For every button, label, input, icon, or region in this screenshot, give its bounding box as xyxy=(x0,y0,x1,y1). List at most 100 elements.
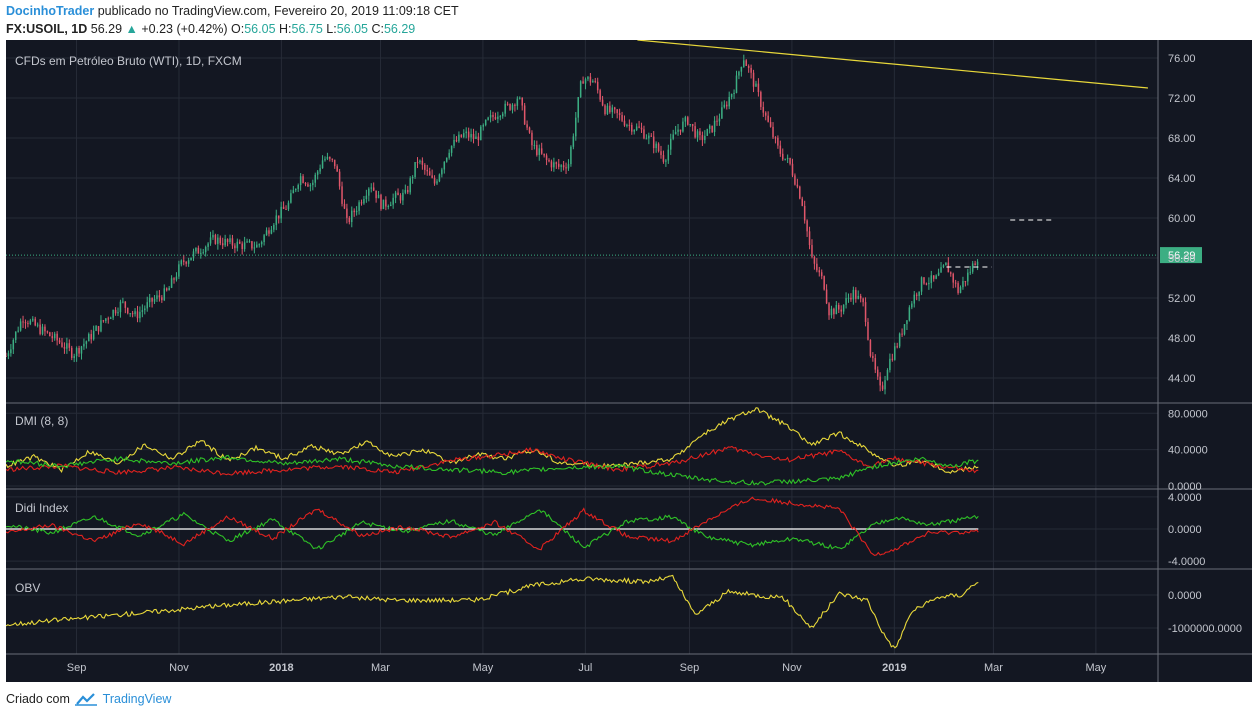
candle-body xyxy=(879,376,881,386)
candle-body xyxy=(903,324,906,335)
candle-body xyxy=(290,193,292,203)
time-axis-label: 2019 xyxy=(882,662,906,674)
candle-body xyxy=(156,295,158,299)
candle-body xyxy=(667,149,670,161)
candle-body xyxy=(202,252,204,254)
candle-body xyxy=(855,289,857,299)
candle-body xyxy=(180,260,183,265)
close-label: C: xyxy=(371,22,384,36)
candle-body xyxy=(699,131,701,136)
candle-body xyxy=(799,186,801,199)
candle-body xyxy=(847,297,850,299)
chart-background xyxy=(6,40,1252,682)
time-axis-label: Sep xyxy=(680,662,700,674)
candle-body xyxy=(628,124,631,126)
candle-body xyxy=(706,128,709,136)
candle-body xyxy=(141,310,144,312)
candle-body xyxy=(187,260,190,264)
candle-body xyxy=(957,283,959,293)
candle-body xyxy=(838,304,840,310)
candle-body xyxy=(894,346,896,360)
candle-body xyxy=(925,283,928,285)
candle-body xyxy=(319,168,321,172)
candle-body xyxy=(321,160,324,169)
candle-body xyxy=(626,124,628,126)
candle-body xyxy=(190,257,192,261)
author-link[interactable]: DocinhoTrader xyxy=(6,4,95,18)
candle-body xyxy=(730,94,733,97)
time-axis-label: Mar xyxy=(984,662,1003,674)
price-tick-label: 48.00 xyxy=(1168,333,1196,345)
candle-body xyxy=(648,135,650,139)
indicator-panes xyxy=(6,40,1252,682)
candle-body xyxy=(368,188,370,196)
candle-body xyxy=(962,281,964,288)
candle-body xyxy=(796,184,799,187)
candle-body xyxy=(538,148,541,155)
candle-body xyxy=(173,278,175,280)
candle-body xyxy=(404,189,407,193)
candle-body xyxy=(441,169,443,175)
candle-body xyxy=(46,331,49,333)
candle-body xyxy=(66,343,68,349)
candle-body xyxy=(163,288,166,301)
candle-body xyxy=(299,176,302,186)
chart-canvas[interactable]: 56.29 Sep Nov 2018 Mar May Jul Sep Nov 2019 Mar Ma… xyxy=(6,40,1252,682)
candle-body xyxy=(316,171,319,175)
candle-body xyxy=(884,380,886,390)
candle-body xyxy=(801,198,803,206)
candle-body xyxy=(370,187,373,189)
candle-body xyxy=(158,295,161,298)
candle-body xyxy=(601,99,604,106)
candle-body xyxy=(124,301,127,308)
candle-body xyxy=(204,246,207,253)
candle-body xyxy=(716,120,718,122)
candle-body xyxy=(557,163,560,167)
candle-body xyxy=(92,330,95,340)
candle-body xyxy=(343,203,346,209)
candle-body xyxy=(51,336,54,339)
indicator-tick-label: 80.0000 xyxy=(1168,408,1208,420)
candle-body xyxy=(489,114,492,118)
candle-body xyxy=(928,282,930,285)
candle-body xyxy=(312,182,314,185)
indicator-series-line xyxy=(6,445,979,476)
candle-body xyxy=(735,75,738,93)
candle-body xyxy=(392,197,394,205)
candle-body xyxy=(377,194,380,199)
high-value: 56.75 xyxy=(291,22,323,36)
candle-body xyxy=(545,155,548,160)
candle-body xyxy=(611,107,614,113)
candle-body xyxy=(531,132,533,146)
candle-body xyxy=(170,278,173,288)
candle-body xyxy=(604,105,606,114)
candle-body xyxy=(536,145,538,155)
candle-body xyxy=(346,208,348,218)
candle-body xyxy=(777,137,779,146)
candle-body xyxy=(83,343,85,347)
candle-body xyxy=(165,288,168,291)
candle-body xyxy=(935,275,937,279)
candle-body xyxy=(336,166,338,172)
candle-body xyxy=(175,276,178,280)
tradingview-link[interactable]: TradingView xyxy=(102,692,172,706)
candle-body xyxy=(606,105,609,114)
published-text: publicado no TradingView.com, Fevereiro … xyxy=(97,4,459,18)
candle-body xyxy=(565,167,567,169)
candle-body xyxy=(752,72,755,87)
candle-body xyxy=(263,235,265,243)
candle-body xyxy=(12,340,15,350)
publish-line: DocinhoTrader publicado no TradingView.c… xyxy=(6,4,459,18)
candle-body xyxy=(241,243,243,250)
candle-body xyxy=(521,97,523,106)
candle-body xyxy=(726,104,728,107)
candle-body xyxy=(740,66,743,72)
candle-body xyxy=(234,245,236,249)
candle-body xyxy=(618,113,621,116)
candle-body xyxy=(438,174,441,182)
candle-body xyxy=(504,103,506,114)
candle-body xyxy=(492,114,494,118)
last-price: 56.29 xyxy=(90,22,123,36)
candle-body xyxy=(757,83,760,93)
candle-body xyxy=(932,275,935,279)
